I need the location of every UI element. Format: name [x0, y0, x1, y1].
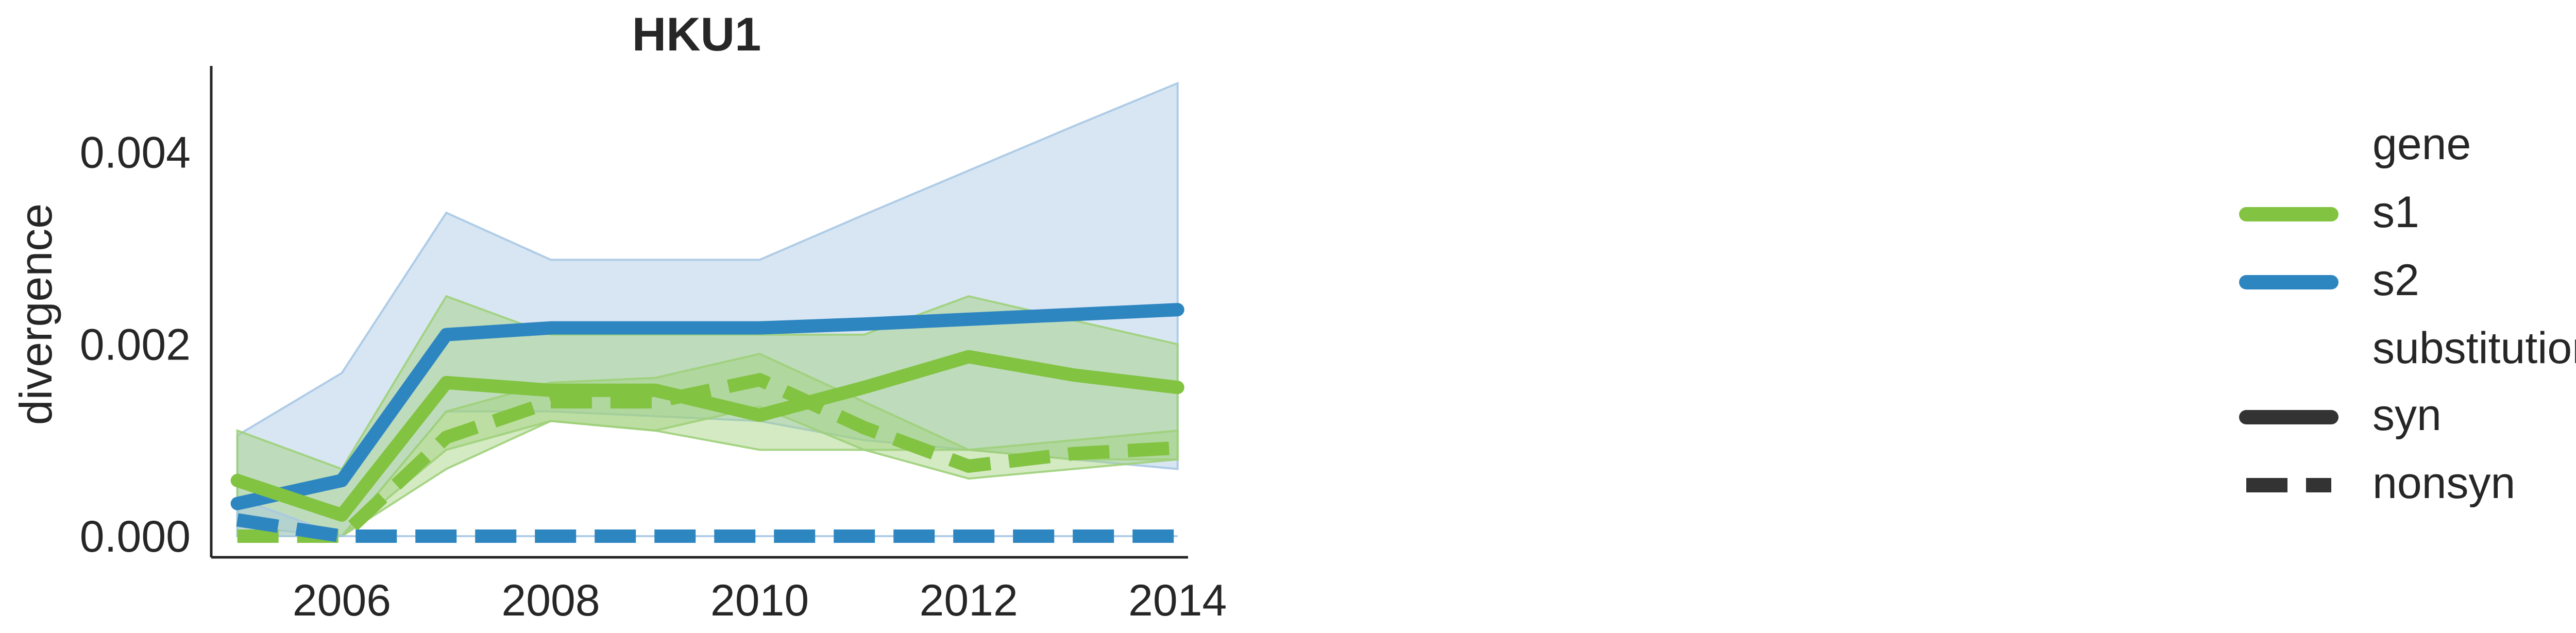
x-tick-label: 2008: [501, 576, 600, 625]
series-line-s2-syn: [230, 303, 1184, 510]
x-tick-label: 2006: [293, 576, 391, 625]
y-tick-label: 0.000: [80, 512, 191, 561]
ci-band-s2-syn: [236, 81, 1179, 538]
series-line-s1-syn: [230, 350, 1184, 522]
y-axis-label: divergence: [10, 203, 61, 425]
series-lines: [230, 303, 1184, 543]
series-line-s2-nonsyn: [236, 513, 1178, 543]
x-tick-label: 2010: [710, 576, 809, 625]
series-line-s1-nonsyn: [237, 373, 1178, 543]
y-tick-label: 0.004: [80, 128, 191, 178]
legend-label-nonsyn: nonsyn: [2372, 458, 2515, 508]
legend-label-syn: syn: [2372, 390, 2442, 440]
x-tick-label: 2012: [919, 576, 1018, 625]
legend-label-s1: s1: [2372, 187, 2419, 237]
legend-title-gene: gene: [2372, 119, 2471, 169]
tick-labels: 2006 2008 2010 2012 2014 0.000 0.002 0.004: [80, 128, 1227, 625]
x-tick-label: 2014: [1128, 576, 1227, 625]
legend: gene s1 s2 substitution syn nonsyn: [2239, 119, 2576, 508]
legend-title-substitution: substitution: [2372, 323, 2576, 373]
y-tick-label: 0.002: [80, 320, 191, 369]
chart-title: HKU1: [632, 8, 761, 61]
legend-label-s2: s2: [2372, 255, 2419, 305]
axes: [210, 66, 1188, 559]
